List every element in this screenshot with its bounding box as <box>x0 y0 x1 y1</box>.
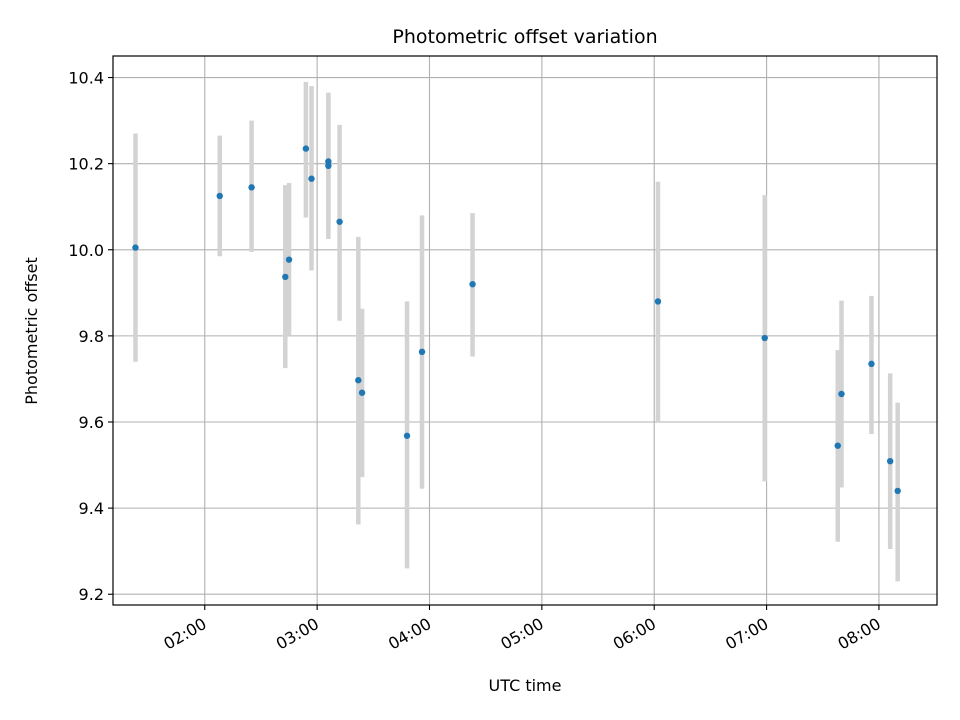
data-point <box>325 162 332 169</box>
data-point <box>886 457 894 465</box>
data-point <box>469 281 476 288</box>
data-point <box>418 348 426 356</box>
y-axis-ticks: 9.2 9.4 9.6 9.8 10.0 10.2 10.4 <box>68 69 113 604</box>
data-point <box>282 273 289 281</box>
data-points <box>132 145 901 495</box>
data-point <box>403 432 411 439</box>
data-point <box>216 192 223 200</box>
y-axis-label: Photometric offset <box>22 257 41 405</box>
data-point <box>302 145 310 152</box>
data-point <box>761 334 768 342</box>
data-point <box>132 244 139 251</box>
data-point <box>894 487 901 495</box>
data-point <box>654 298 662 305</box>
y-tick-label: 9.2 <box>79 585 104 604</box>
data-point <box>355 377 362 384</box>
y-tick-label: 9.4 <box>79 499 104 518</box>
data-point <box>248 184 255 191</box>
y-tick-label: 10.0 <box>68 241 104 260</box>
data-point <box>358 389 366 396</box>
data-point <box>834 442 841 449</box>
data-point <box>285 256 293 263</box>
data-point <box>308 175 315 182</box>
chart-title: Photometric offset variation <box>392 26 657 48</box>
data-point <box>336 218 343 225</box>
x-axis-label: UTC time <box>489 676 562 695</box>
plot-frame <box>112 55 938 606</box>
data-point <box>868 360 875 368</box>
y-tick-label: 9.8 <box>79 327 104 346</box>
y-tick-label: 9.6 <box>79 413 104 432</box>
y-tick-label: 10.2 <box>68 155 104 174</box>
data-point <box>838 390 845 398</box>
y-tick-label: 10.4 <box>68 69 104 88</box>
